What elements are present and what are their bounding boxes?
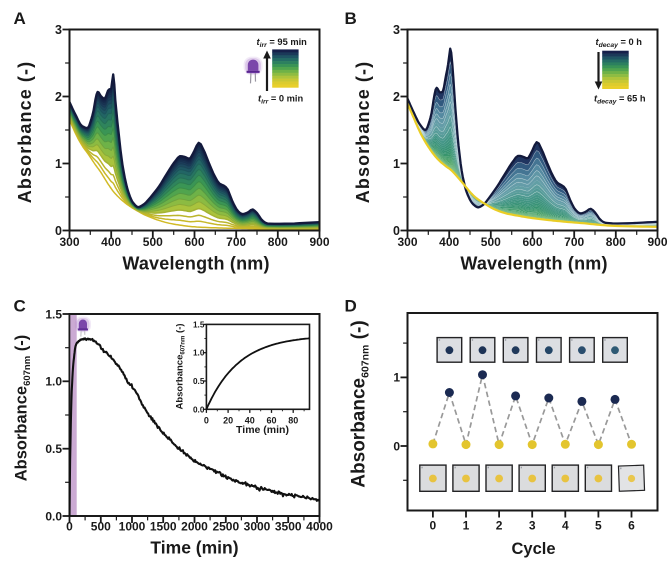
svg-text:900: 900 — [647, 235, 667, 249]
svg-text:3: 3 — [393, 23, 400, 37]
svg-text:Absorbance607nm (-): Absorbance607nm (-) — [174, 323, 186, 409]
svg-text:3500: 3500 — [275, 520, 302, 534]
svg-text:0.0: 0.0 — [45, 509, 62, 523]
svg-text:Cycle: Cycle — [511, 540, 555, 558]
svg-text:Absorbance (-): Absorbance (-) — [353, 61, 373, 203]
svg-text:1.5: 1.5 — [45, 307, 62, 321]
svg-text:500: 500 — [481, 235, 501, 249]
svg-text:0: 0 — [393, 224, 400, 238]
svg-text:3000: 3000 — [244, 520, 271, 534]
svg-text:1.0: 1.0 — [193, 349, 205, 358]
svg-text:2: 2 — [496, 519, 503, 533]
svg-text:0: 0 — [55, 224, 62, 238]
svg-text:0: 0 — [430, 519, 437, 533]
svg-text:20: 20 — [223, 416, 233, 426]
svg-text:2: 2 — [393, 90, 400, 104]
svg-text:600: 600 — [184, 235, 204, 249]
svg-text:0: 0 — [204, 416, 209, 426]
svg-text:1: 1 — [393, 371, 400, 385]
svg-text:400: 400 — [439, 235, 459, 249]
svg-text:700: 700 — [564, 235, 584, 249]
svg-text:80: 80 — [288, 416, 298, 426]
svg-text:1000: 1000 — [119, 520, 146, 534]
svg-text:60: 60 — [266, 416, 276, 426]
svg-text:1500: 1500 — [150, 520, 177, 534]
svg-text:3: 3 — [55, 23, 62, 37]
svg-text:300: 300 — [59, 235, 79, 249]
svg-text:4000: 4000 — [306, 520, 333, 534]
svg-text:0.0: 0.0 — [193, 405, 205, 414]
svg-text:C: C — [14, 297, 26, 316]
svg-text:B: B — [345, 9, 357, 28]
svg-text:2500: 2500 — [212, 520, 239, 534]
svg-text:A: A — [14, 9, 26, 28]
svg-text:1: 1 — [393, 157, 400, 171]
svg-text:800: 800 — [268, 235, 288, 249]
svg-text:3: 3 — [529, 519, 536, 533]
svg-text:500: 500 — [143, 235, 163, 249]
svg-text:0: 0 — [393, 439, 400, 453]
svg-text:Absorbance607nm (-): Absorbance607nm (-) — [13, 335, 34, 482]
svg-text:Wavelength (nm): Wavelength (nm) — [122, 253, 269, 273]
svg-text:tdecay = 0 h: tdecay = 0 h — [596, 37, 643, 49]
svg-text:1: 1 — [55, 157, 62, 171]
svg-text:2: 2 — [55, 90, 62, 104]
svg-text:1.0: 1.0 — [45, 375, 62, 389]
svg-text:800: 800 — [606, 235, 626, 249]
svg-text:40: 40 — [245, 416, 255, 426]
svg-text:Wavelength (nm): Wavelength (nm) — [460, 253, 607, 273]
svg-text:400: 400 — [101, 235, 121, 249]
svg-text:2000: 2000 — [181, 520, 208, 534]
svg-text:500: 500 — [91, 520, 111, 534]
svg-text:600: 600 — [522, 235, 542, 249]
svg-text:0.5: 0.5 — [193, 377, 205, 386]
svg-text:4: 4 — [562, 519, 569, 533]
svg-text:1: 1 — [463, 519, 470, 533]
svg-text:Time (min): Time (min) — [236, 424, 289, 436]
svg-text:D: D — [345, 297, 357, 316]
svg-text:tdecay = 65 h: tdecay = 65 h — [594, 94, 646, 106]
svg-text:Absorbance607nm (-): Absorbance607nm (-) — [349, 320, 372, 487]
svg-text:300: 300 — [397, 235, 417, 249]
svg-text:6: 6 — [628, 519, 635, 533]
svg-text:tirr = 0 min: tirr = 0 min — [258, 94, 303, 106]
svg-text:900: 900 — [309, 235, 329, 249]
svg-text:Time (min): Time (min) — [150, 538, 238, 558]
svg-text:5: 5 — [595, 519, 602, 533]
svg-text:tirr = 95 min: tirr = 95 min — [257, 37, 308, 49]
svg-text:Absorbance (-): Absorbance (-) — [15, 61, 35, 203]
svg-text:1.5: 1.5 — [193, 320, 205, 329]
svg-text:0: 0 — [66, 520, 73, 534]
svg-text:700: 700 — [226, 235, 246, 249]
svg-text:0.5: 0.5 — [45, 442, 62, 456]
